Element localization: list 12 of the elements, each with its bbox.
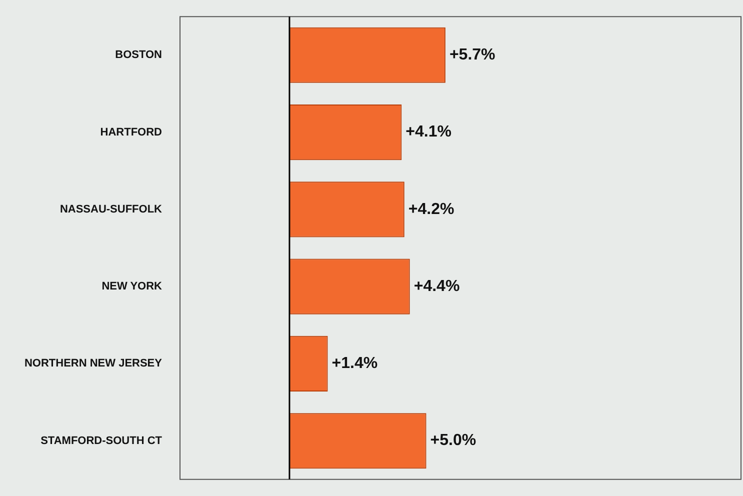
data-label: +5.7% [449, 46, 496, 64]
y-tick-label: NORTHERN NEW JERSEY [24, 358, 163, 370]
data-label: +5.0% [430, 432, 476, 450]
data-label: +4.4% [414, 278, 460, 295]
y-tick-label: HARTFORD [100, 126, 162, 138]
data-label: +1.4% [332, 355, 378, 372]
data-label: +4.2% [408, 200, 454, 218]
y-tick-label: BOSTON [115, 49, 162, 62]
data-label: +4.1% [406, 124, 452, 141]
y-tick-label: STAMFORD-SOUTH CT [40, 434, 162, 447]
y-tick-label: NASSAU-SUFFOLK [60, 203, 162, 216]
y-tick-label: NEW YORK [102, 280, 162, 293]
